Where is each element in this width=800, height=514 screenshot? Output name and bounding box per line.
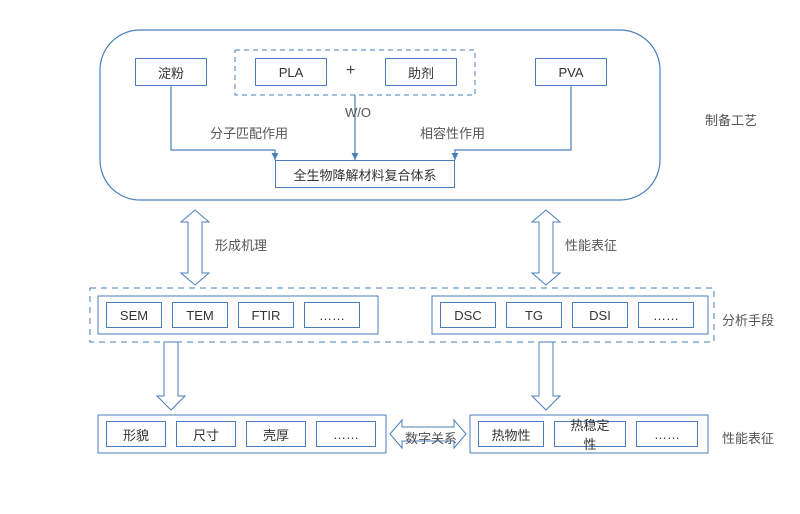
box-additive-label: 助剂 [408,63,434,82]
analysis2-cell-2: DSI [572,302,628,328]
bottom1-cell-1: 尺寸 [176,421,236,447]
block-arrow-perf [532,210,560,285]
bottom1-cell-0: 形貌 [106,421,166,447]
bottom2-cell-1: 热稳定性 [554,421,626,447]
bottom1-cell-3: …… [316,421,376,447]
label-compat: 相容性作用 [420,123,485,142]
plus-sign: + [346,62,355,80]
block-arrow-right-down [532,342,560,410]
analysis1-cell-3: …… [304,302,360,328]
label-form: 形成机理 [215,235,267,254]
box-starch-label: 淀粉 [158,63,184,82]
bottom2-cell-0: 热物性 [478,421,544,447]
bottom1-cell-2: 壳厚 [246,421,306,447]
label-prep: 制备工艺 [705,110,757,129]
label-wo: W/O [345,105,371,120]
label-molecular: 分子匹配作用 [210,123,288,142]
box-composite-label: 全生物降解材料复合体系 [293,165,436,184]
block-arrow-form [181,210,209,285]
box-pla-label: PLA [279,65,304,80]
box-pla: PLA [255,58,327,86]
label-digital: 数字关系 [405,428,457,447]
analysis1-cell-2: FTIR [238,302,294,328]
label-perf: 性能表征 [565,235,617,254]
box-composite: 全生物降解材料复合体系 [275,160,455,188]
analysis2-cell-1: TG [506,302,562,328]
analysis1-cell-0: SEM [106,302,162,328]
label-analysis: 分析手段 [722,310,774,329]
block-arrow-left-down [157,342,185,410]
analysis1-cell-1: TEM [172,302,228,328]
analysis2-cell-3: …… [638,302,694,328]
box-additive: 助剂 [385,58,457,86]
box-pva: PVA [535,58,607,86]
bottom2-cell-2: …… [636,421,698,447]
label-perf2: 性能表征 [722,428,774,447]
analysis2-cell-0: DSC [440,302,496,328]
box-pva-label: PVA [558,65,583,80]
box-starch: 淀粉 [135,58,207,86]
